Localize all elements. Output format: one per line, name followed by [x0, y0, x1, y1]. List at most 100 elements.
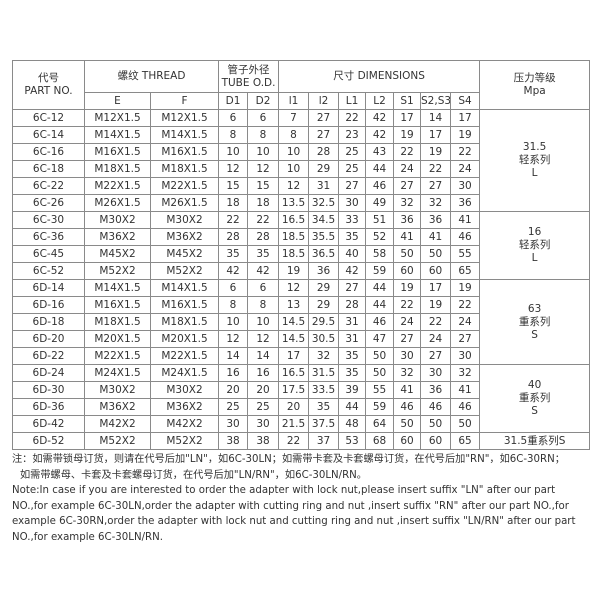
cell: M22X1.5	[149, 177, 220, 195]
pressure-cell-line: 31.5	[522, 141, 547, 153]
pressure-cell: 31.5重系列S	[479, 432, 591, 450]
cell: 28	[247, 228, 280, 246]
cell: 38	[247, 432, 280, 450]
cell: 12	[247, 160, 280, 178]
cell: 52	[365, 228, 395, 246]
cell: 6D-30	[12, 381, 85, 399]
header-cell: 尺寸 DIMENSIONS	[278, 60, 481, 93]
cell: 31	[338, 313, 367, 331]
cell: 36	[420, 211, 452, 229]
subheader-cell: l1	[278, 92, 310, 110]
cell: 6	[218, 109, 249, 127]
cell: 6D-42	[12, 415, 85, 433]
cell: M52X2	[84, 432, 151, 450]
cell: 30	[450, 177, 481, 195]
cell: M36X2	[84, 398, 151, 416]
cell: 25	[338, 143, 367, 161]
pressure-cell-line: S	[531, 405, 538, 417]
cell: M16X1.5	[84, 143, 151, 161]
cell: 17	[393, 109, 422, 127]
cell: 41	[420, 228, 452, 246]
cell: M12X1.5	[149, 109, 220, 127]
table-wrap: 代号 PART NO. 螺纹 THREAD 管子外径 TUBE O.D. 尺寸 DIMEN…	[12, 60, 591, 450]
cell: 19	[420, 296, 452, 314]
cell: M18X1.5	[84, 313, 151, 331]
cell: 58	[365, 245, 395, 263]
cell: 65	[450, 432, 481, 450]
cell: 12	[218, 160, 249, 178]
cell: 42	[365, 126, 395, 144]
cell: 6C-12	[12, 109, 85, 127]
cell: 30	[420, 364, 452, 382]
cell: 29	[308, 279, 340, 297]
cell: 28	[308, 143, 340, 161]
data-row: 6D-20 M20X1.5 M20X1.5 12 12 14.5 30.5 31 47 27 24 2…	[12, 330, 590, 348]
cell: 25	[218, 398, 249, 416]
cell: 19	[450, 126, 481, 144]
cell: 6C-30	[12, 211, 85, 229]
cell: 32	[450, 364, 481, 382]
cell: 16	[247, 364, 280, 382]
cell: 46	[393, 398, 422, 416]
cell: 6D-24	[12, 364, 85, 382]
cell: 17	[420, 279, 452, 297]
cell: 25	[247, 398, 280, 416]
cell: 30	[247, 415, 280, 433]
header-cell-line: TUBE O.D.	[221, 76, 276, 89]
cell: 37	[308, 432, 340, 450]
cell: 46	[450, 228, 481, 246]
cell: 6D-18	[12, 313, 85, 331]
cell: 31	[338, 330, 367, 348]
cell: 17.5	[278, 381, 310, 399]
cell: 14	[247, 347, 280, 365]
cell: 64	[365, 415, 395, 433]
cell: M30X2	[149, 381, 220, 399]
header-row: 代号 PART NO. 螺纹 THREAD 管子外径 TUBE O.D. 尺寸 DIMEN…	[12, 60, 591, 110]
cell: 36.5	[308, 245, 340, 263]
cell: 19	[393, 279, 422, 297]
data-row: 6C-30 M30X2 M30X2 22 22 16.5 34.5 33 51 36 36 41 16 轻…	[12, 211, 591, 280]
header-cell: 代号 PART NO.	[12, 60, 85, 110]
pressure-cell-line: 31.5重系列S	[503, 434, 566, 447]
pressure-cell-line: 轻系列	[518, 154, 551, 166]
cell: 18.5	[278, 245, 310, 263]
cell: M30X2	[84, 381, 151, 399]
cell: 19	[420, 143, 452, 161]
cell: 20	[218, 381, 249, 399]
cell: 35	[338, 364, 367, 382]
cell: 32	[393, 364, 422, 382]
pressure-cell: 40 重系列 S	[479, 364, 591, 433]
cell: 31.5	[308, 364, 340, 382]
cell: 23	[338, 126, 367, 144]
cell: 25	[338, 160, 367, 178]
cell: M14X1.5	[149, 279, 220, 297]
cell: M14X1.5	[84, 279, 151, 297]
cell: 10	[218, 313, 249, 331]
cell: 6C-52	[12, 262, 85, 280]
subheader-cell: L2	[365, 92, 395, 110]
cell: 24	[393, 313, 422, 331]
cell: 65	[450, 262, 481, 280]
cell: 50	[420, 415, 452, 433]
cell: 27	[393, 330, 422, 348]
cell: 10	[218, 143, 249, 161]
cell: 31	[308, 177, 340, 195]
data-row: 6D-22 M22X1.5 M22X1.5 14 14 17 32 35 50 30 27 30	[12, 347, 590, 365]
subheader-cell: S4	[450, 92, 481, 110]
cell: 36	[420, 381, 452, 399]
cell: 41	[393, 228, 422, 246]
header-cell-line: 管子外径	[227, 63, 270, 76]
cell: 17	[450, 109, 481, 127]
cell: M42X2	[84, 415, 151, 433]
cell: 6D-14	[12, 279, 85, 297]
cell: 17	[278, 347, 310, 365]
cell: 30	[338, 194, 367, 212]
cell: 50	[393, 245, 422, 263]
cell: 55	[450, 245, 481, 263]
subheader-row: E F D1 D2 l1 l2 L1 L2 S1 S2,S3 S4	[13, 92, 590, 110]
cell: 21.5	[278, 415, 310, 433]
cell: 27	[338, 177, 367, 195]
cell: 8	[247, 296, 280, 314]
data-row: 6D-42 M42X2 M42X2 30 30 21.5 37.5 48 64 50 50 50	[12, 415, 590, 433]
cell: 35	[338, 347, 367, 365]
